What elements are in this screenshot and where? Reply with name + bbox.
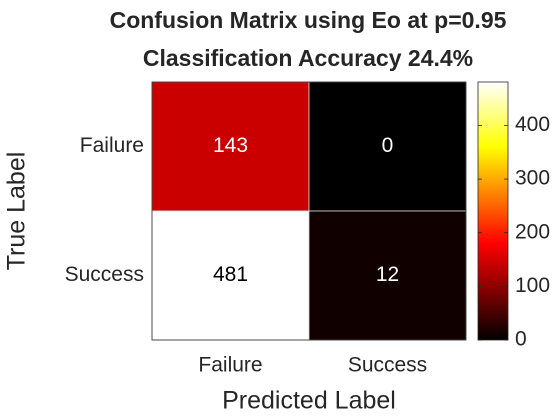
cell-value-label: 12 [376, 263, 399, 286]
colorbar [477, 81, 509, 341]
cell-value-label: 0 [382, 134, 394, 157]
y-axis-label: True Label [3, 152, 31, 271]
heatmap-cell [151, 210, 310, 341]
x-tick-label: Failure [198, 354, 262, 377]
heatmap-cell [151, 81, 310, 212]
heatmap-cell [308, 81, 467, 212]
colorbar-tick-label: 0 [515, 328, 527, 351]
y-tick-label: Success [65, 263, 144, 286]
x-axis-label: Predicted Label [222, 387, 396, 415]
cell-value-label: 143 [213, 134, 248, 157]
colorbar-tick-label: 300 [515, 167, 550, 190]
x-tick-label: Success [348, 354, 427, 377]
colorbar-tick-label: 100 [515, 274, 550, 297]
chart-title: Confusion Matrix using Eo at p=0.95 [110, 7, 507, 33]
chart-subtitle: Classification Accuracy 24.4% [143, 45, 473, 71]
colorbar-tick-label: 400 [515, 113, 550, 136]
plot-frame [151, 81, 467, 341]
cell-value-label: 481 [213, 263, 248, 286]
colorbar-tick-label: 200 [515, 220, 550, 243]
y-tick-label: Failure [80, 134, 144, 157]
heatmap-cell [308, 210, 467, 341]
